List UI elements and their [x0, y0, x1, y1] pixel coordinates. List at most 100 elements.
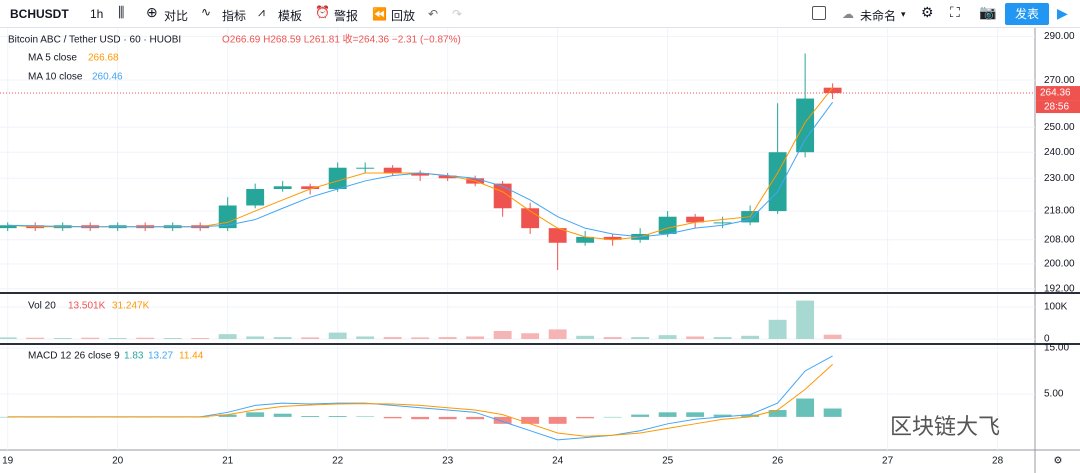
- alert[interactable]: 警报: [334, 9, 359, 23]
- replay[interactable]: 回放: [391, 9, 416, 23]
- volume-bar: [603, 337, 622, 339]
- alert-icon[interactable]: ⏰: [315, 5, 330, 19]
- y-tick-label: 250.00: [1044, 122, 1075, 133]
- replay-icon[interactable]: ⏪: [372, 7, 387, 21]
- macd-histogram-bar: [686, 412, 705, 417]
- chart-style-icon[interactable]: ⫼: [118, 4, 125, 20]
- fullscreen-box[interactable]: [812, 6, 826, 20]
- redo[interactable]: ↷: [452, 7, 463, 21]
- volume-bar: [466, 336, 485, 339]
- legend-entry: Vol 20: [28, 301, 56, 312]
- macd-histogram-bar: [796, 398, 815, 417]
- x-tick-label: 23: [442, 456, 454, 467]
- y-tick-label: 218.00: [1044, 206, 1075, 217]
- volume-bar: [0, 337, 17, 339]
- watermark: 区块链大飞: [890, 414, 1000, 439]
- macd-histogram-bar: [218, 414, 237, 417]
- layout-name[interactable]: 未命名: [860, 9, 897, 23]
- x-tick-label: 19: [2, 456, 14, 467]
- volume-bar: [411, 337, 430, 339]
- interval[interactable]: 1h: [90, 7, 104, 21]
- macd-histogram-bar: [631, 414, 650, 417]
- macd-histogram-bar: [548, 416, 567, 424]
- legend-value: 260.46: [92, 72, 123, 83]
- volume-bar: [273, 337, 292, 339]
- symbol[interactable]: BCHUSDT: [10, 7, 69, 21]
- y-tick-label: 270.00: [1044, 75, 1075, 86]
- candle-body: [273, 186, 292, 190]
- template-icon[interactable]: ⩘: [258, 5, 265, 19]
- candle-body: [658, 216, 677, 234]
- volume-bar: [301, 337, 320, 339]
- volume-bar: [521, 333, 540, 339]
- legend-entry: MA 10 close: [28, 72, 83, 83]
- indicator-icon[interactable]: ∿: [201, 5, 212, 19]
- macd-histogram-bar: [328, 415, 347, 417]
- expand-icon[interactable]: ⛶: [950, 4, 960, 20]
- undo[interactable]: ↶: [428, 7, 439, 21]
- volume-bar: [383, 337, 402, 339]
- x-tick-label: 26: [772, 456, 784, 467]
- y-tick-label: 192.00: [1044, 283, 1075, 294]
- macd-histogram-bar: [411, 416, 430, 420]
- x-tick-label: 21: [222, 456, 234, 467]
- x-tick-label: 24: [552, 456, 564, 467]
- x-tick-label: 27: [882, 456, 894, 467]
- x-tick-label: 25: [662, 456, 674, 467]
- candle-body: [246, 189, 265, 206]
- legend-value: 1.83: [124, 351, 144, 362]
- volume-bar: [686, 336, 705, 339]
- publish-button[interactable]: 发表: [1005, 3, 1049, 25]
- volume-bar: [548, 329, 567, 339]
- macd-histogram-bar: [356, 416, 375, 417]
- y-tick-label: 0: [1044, 334, 1050, 345]
- compare-icon[interactable]: ⊕: [146, 4, 158, 20]
- macd-histogram-bar: [603, 416, 622, 418]
- frame: ⚙: [0, 28, 1080, 473]
- candle-body: [301, 186, 320, 190]
- y-tick-label: 240.00: [1044, 147, 1075, 158]
- play-button[interactable]: ▶: [1057, 5, 1068, 21]
- macd-histogram-bar: [301, 415, 320, 417]
- layout-caret[interactable]: ▾: [901, 9, 906, 19]
- volume-bar: [796, 300, 815, 339]
- macd-histogram-bar: [768, 410, 787, 417]
- candle-body: [796, 98, 815, 153]
- background: [0, 28, 1080, 473]
- x-tick-label: 28: [992, 456, 1004, 467]
- volume-bar: [246, 336, 265, 339]
- volume-bar: [108, 338, 127, 339]
- legend-entry: MA 5 close: [28, 53, 77, 64]
- templates[interactable]: 模板: [278, 9, 303, 23]
- candle-body: [521, 208, 540, 229]
- volume-bar: [136, 337, 155, 339]
- candle-body: [713, 222, 732, 224]
- y-tick-label: 208.00: [1044, 234, 1075, 245]
- indicators[interactable]: 指标: [222, 9, 247, 23]
- volume-bar: [81, 337, 100, 339]
- macd-histogram-bar: [823, 408, 842, 417]
- snapshot-icon[interactable]: 📷: [979, 4, 997, 20]
- compare[interactable]: 对比: [164, 9, 189, 23]
- volume-bar: [768, 319, 787, 339]
- chart-title: Bitcoin ABC / Tether USD · 60 · HUOBI: [8, 35, 181, 46]
- countdown: 28:56: [1044, 102, 1069, 113]
- legend-value: 13.501K: [68, 301, 106, 312]
- cloud-icon[interactable]: ☁: [842, 7, 854, 21]
- toolbar: BCHUSDT 1h ⫼ ⊕ 对比 ∿ 指标 ⩘ 模板 ⏰ 警报 ⏪ 回放 ↶ …: [0, 0, 1080, 28]
- price-tag-label: 264.36: [1040, 88, 1071, 99]
- legend-entry: MACD 12 26 close 9: [28, 351, 120, 362]
- volume-bar: [658, 335, 677, 339]
- pane-separator: [0, 343, 1080, 345]
- axis-settings-icon[interactable]: ⚙: [1054, 456, 1063, 467]
- volume-bar: [328, 332, 347, 339]
- ma-line: [7, 101, 834, 238]
- macd-histogram-bar: [493, 416, 512, 424]
- settings-icon[interactable]: ⚙: [921, 4, 934, 20]
- candle-body: [576, 236, 595, 243]
- ohlc-readout: O266.69 H268.59 L261.81 收=264.36 −2.31 (…: [222, 33, 461, 46]
- candle-body: [411, 172, 430, 176]
- volume-bar: [576, 335, 595, 339]
